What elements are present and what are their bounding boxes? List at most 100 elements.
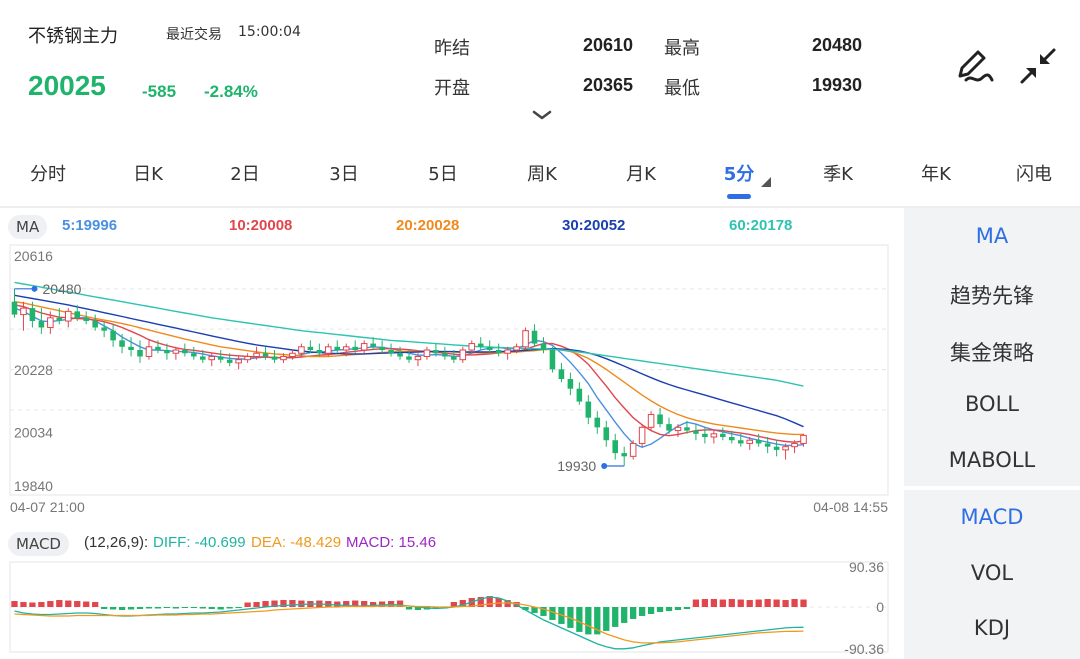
macd-bar bbox=[656, 607, 664, 612]
indicator-boll[interactable]: BOLL bbox=[965, 392, 1019, 416]
draw-pen-icon[interactable] bbox=[952, 44, 996, 88]
macd-diff-value: DIFF: -40.699 bbox=[153, 534, 246, 551]
candle bbox=[531, 324, 538, 347]
macd-bar bbox=[298, 600, 305, 607]
macd-bar bbox=[289, 600, 296, 607]
ma-indicator-tag[interactable]: MA bbox=[8, 215, 48, 239]
tab-yearly[interactable]: 年K bbox=[921, 164, 951, 185]
candle bbox=[316, 343, 323, 357]
candle bbox=[594, 411, 601, 434]
macd-bar bbox=[163, 607, 171, 608]
min-marker-label: 19930 bbox=[557, 458, 596, 474]
price-tick-label: 20228 bbox=[14, 362, 53, 378]
tab-daily[interactable]: 日K bbox=[133, 164, 163, 185]
macd-bar bbox=[647, 607, 655, 614]
macd-bar bbox=[522, 607, 529, 610]
tab-5day[interactable]: 5日 bbox=[428, 164, 458, 185]
macd-bar bbox=[630, 607, 637, 619]
price-tick-label: 19840 bbox=[14, 478, 53, 494]
candle bbox=[549, 346, 556, 373]
candle bbox=[674, 424, 682, 438]
candle bbox=[208, 353, 216, 367]
macd-bar bbox=[396, 600, 404, 607]
candle bbox=[477, 337, 484, 351]
candle bbox=[746, 437, 753, 450]
period-dropdown-icon[interactable] bbox=[761, 177, 771, 187]
indicator-ma[interactable]: MA bbox=[975, 224, 1009, 248]
macd-bar bbox=[136, 607, 144, 609]
macd-bar bbox=[638, 607, 646, 616]
low-value: 19930 bbox=[812, 75, 863, 95]
candle bbox=[603, 420, 610, 447]
price-change-percent: -2.84% bbox=[204, 82, 258, 101]
macd-dea-line bbox=[14, 602, 804, 644]
candle bbox=[11, 288, 18, 318]
chevron-down-icon[interactable] bbox=[532, 108, 552, 122]
candle bbox=[442, 346, 448, 360]
candle bbox=[684, 420, 690, 434]
high-label: 最高 bbox=[664, 38, 700, 59]
tab-flash[interactable]: 闪电 bbox=[1016, 164, 1052, 185]
candle bbox=[800, 433, 807, 447]
indicator-kdj[interactable]: KDJ bbox=[973, 616, 1011, 640]
macd-bar bbox=[459, 600, 466, 607]
tab-weekly[interactable]: 周K bbox=[527, 164, 557, 185]
candle bbox=[397, 346, 403, 360]
macd-bar bbox=[118, 607, 126, 610]
macd-bar bbox=[728, 599, 735, 607]
macd-bar bbox=[621, 607, 628, 623]
indicator-panel-separator bbox=[904, 486, 1080, 490]
candle bbox=[128, 337, 134, 357]
candle bbox=[414, 353, 422, 367]
tab-5min[interactable]: 5分 bbox=[723, 164, 755, 185]
macd-bar bbox=[764, 599, 771, 607]
candlestick-chart[interactable]: 20480 19930 20616 20228 20034 19840 04-07 21:… bbox=[0, 240, 900, 520]
candle bbox=[406, 350, 412, 363]
indicator-maboll[interactable]: MABOLL bbox=[948, 448, 1036, 472]
candle bbox=[468, 340, 476, 354]
candle bbox=[710, 430, 718, 444]
candle bbox=[253, 346, 260, 360]
candle bbox=[621, 446, 627, 467]
macd-bar bbox=[235, 607, 242, 608]
divider bbox=[0, 206, 1080, 208]
indicator-vol[interactable]: VOL bbox=[970, 561, 1014, 585]
candle bbox=[110, 324, 116, 347]
tab-intraday[interactable]: 分时 bbox=[30, 164, 66, 185]
tab-quarterly[interactable]: 季K bbox=[823, 164, 853, 185]
macd-bar bbox=[791, 599, 798, 607]
macd-bar bbox=[486, 596, 493, 607]
macd-bar bbox=[199, 607, 206, 609]
macd-bar bbox=[737, 599, 744, 607]
indicator-macd[interactable]: MACD bbox=[960, 505, 1024, 529]
macd-bar bbox=[343, 601, 350, 607]
indicator-trend-pioneer[interactable]: 趋势先锋 bbox=[950, 284, 1034, 308]
candle bbox=[638, 424, 646, 447]
candle bbox=[164, 343, 170, 360]
macd-bar bbox=[540, 607, 547, 616]
collapse-icon[interactable] bbox=[1016, 44, 1060, 88]
tab-2day[interactable]: 2日 bbox=[230, 164, 260, 185]
candle bbox=[182, 343, 188, 357]
candle bbox=[83, 311, 89, 325]
macd-bar bbox=[405, 607, 413, 610]
candle bbox=[702, 427, 708, 444]
macd-indicator-tag[interactable]: MACD bbox=[8, 532, 69, 556]
macd-bar bbox=[47, 601, 54, 607]
tab-monthly[interactable]: 月K bbox=[626, 164, 656, 185]
candle bbox=[289, 350, 296, 360]
max-marker-label: 20480 bbox=[42, 281, 81, 297]
tab-3day[interactable]: 3日 bbox=[329, 164, 359, 185]
macd-bar bbox=[74, 601, 81, 607]
candle bbox=[782, 443, 789, 460]
candle bbox=[101, 321, 107, 338]
candle bbox=[47, 311, 54, 334]
ma10-value: 10:20008 bbox=[229, 217, 293, 234]
candle bbox=[522, 327, 529, 351]
last-trade-label: 最近交易 bbox=[166, 27, 222, 43]
macd-chart[interactable]: 90.36 0 -90.36 bbox=[0, 556, 900, 659]
candle bbox=[119, 333, 125, 354]
indicator-gold-strategy[interactable]: 集金策略 bbox=[950, 341, 1034, 365]
macd-bar bbox=[172, 607, 180, 609]
open-label: 开盘 bbox=[434, 78, 470, 99]
